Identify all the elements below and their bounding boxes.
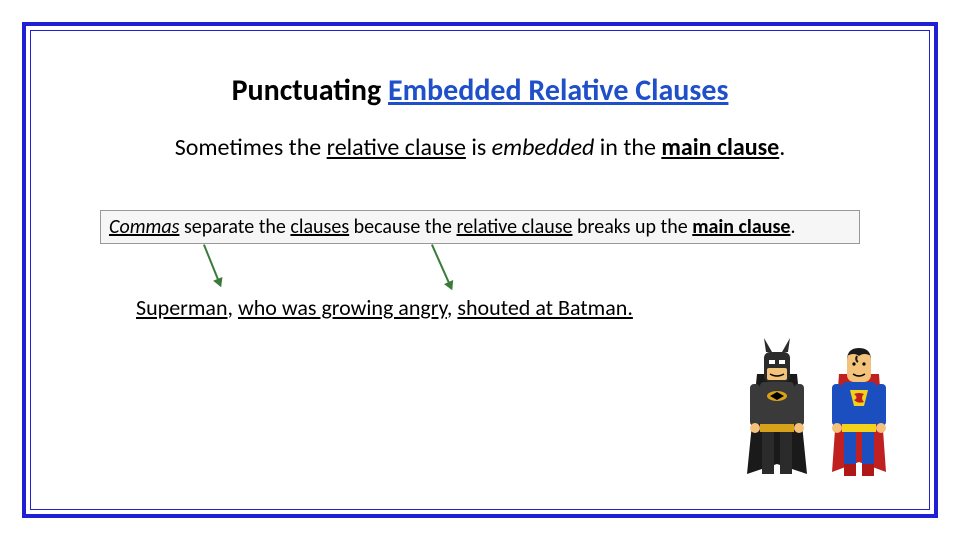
example-c1: , [228, 294, 238, 321]
subtitle-post: in the [594, 133, 661, 162]
figures [742, 334, 894, 484]
explain-w8: . [791, 215, 796, 239]
explain-w7: main clause [692, 215, 790, 239]
superman-icon [824, 334, 894, 484]
explain-w5: relative clause [456, 215, 572, 239]
example-sentence: Superman, who was growing angry, shouted… [136, 294, 874, 321]
explain-w4: because the [349, 215, 456, 239]
arrow-icon [431, 244, 452, 289]
explain-w2: separate the [179, 215, 290, 239]
title-pre: Punctuating [232, 72, 388, 109]
page-title: Punctuating Embedded Relative Clauses [86, 72, 874, 109]
example-c2: , [447, 294, 457, 321]
explain-box: Commas separate the clauses because the … [100, 210, 860, 244]
explain-w6: breaks up the [573, 215, 693, 239]
explain-w3: clauses [290, 215, 349, 239]
example-w2: who was growing angry [238, 294, 447, 321]
subtitle-end: . [779, 133, 785, 162]
subtitle-rel: relative clause [327, 133, 466, 162]
arrow-icon [203, 244, 221, 286]
subtitle-mid: is [466, 133, 492, 162]
subtitle-pre: Sometimes the [175, 133, 327, 162]
batman-icon [742, 334, 812, 484]
example-w1: Superman [136, 294, 228, 321]
content: Punctuating Embedded Relative Clauses So… [26, 26, 934, 514]
title-accent: Embedded Relative Clauses [388, 72, 728, 109]
explain-w1: Commas [109, 215, 179, 239]
subtitle: Sometimes the relative clause is embedde… [86, 133, 874, 162]
subtitle-emb: embedded [492, 133, 595, 162]
subtitle-main: main clause [661, 133, 779, 162]
example-w3: shouted at Batman. [457, 294, 633, 321]
outer-border: Punctuating Embedded Relative Clauses So… [22, 22, 938, 518]
slide: Punctuating Embedded Relative Clauses So… [0, 0, 960, 540]
